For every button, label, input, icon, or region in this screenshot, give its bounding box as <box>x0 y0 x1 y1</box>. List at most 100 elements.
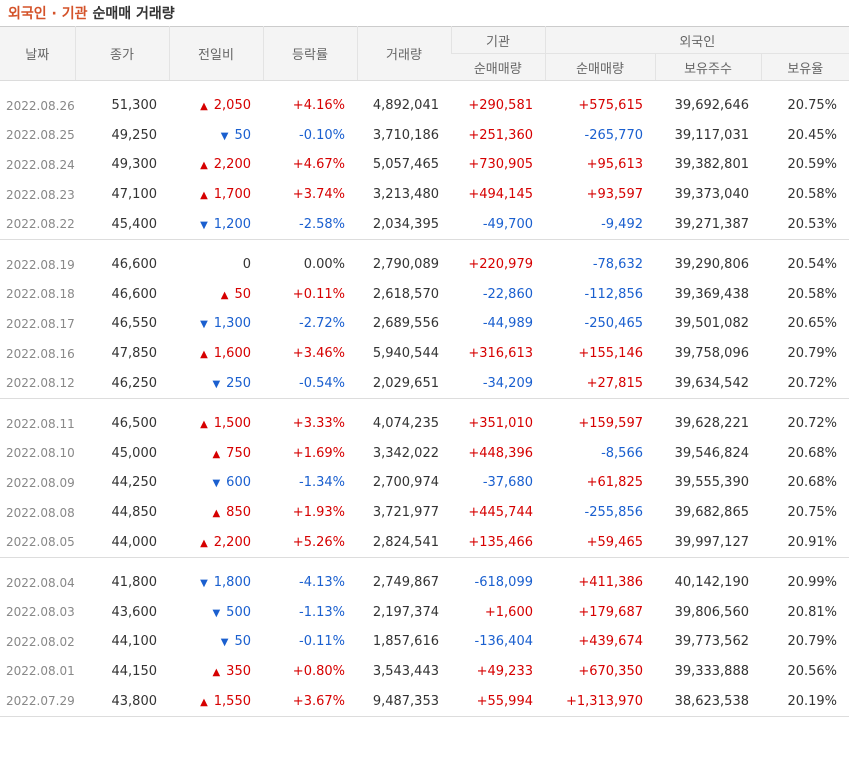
cell-date: 2022.08.03 <box>6 605 75 620</box>
cell-rate: -1.13% <box>299 604 345 620</box>
cell-foreign-net: +155,146 <box>578 346 643 362</box>
cell-date: 2022.08.24 <box>6 157 75 172</box>
cell-foreign-holding: 39,758,096 <box>674 346 749 362</box>
cell-inst-net: +55,994 <box>476 693 533 709</box>
cell-inst-net: -618,099 <box>474 575 533 591</box>
change-value: 1,500 <box>213 416 251 432</box>
table-row: 2022.08.26 51,300 ▲ 2,050 +4.16% 4,892,041 +29… <box>0 91 849 121</box>
cell-date: 2022.08.02 <box>6 634 75 649</box>
change-value: 1,550 <box>213 693 251 709</box>
cell-foreign-ratio: 20.72% <box>787 375 838 391</box>
cell-change: ▲ 1,550 <box>169 686 263 716</box>
cell-rate: 0.00% <box>303 257 345 273</box>
triangle-up-icon: ▲ <box>200 419 208 431</box>
cell-change: ▲ 1,600 <box>169 339 263 369</box>
table-row: 2022.08.24 49,300 ▲ 2,200 +4.67% 5,057,465 +73… <box>0 150 849 180</box>
title-accent: 외국인 · 기관 <box>8 6 88 22</box>
col-rate: 등락률 <box>262 26 357 81</box>
change-value: 1,600 <box>213 346 251 362</box>
table-row: 2022.08.05 44,000 ▲ 2,200 +5.26% 2,824,541 +13… <box>0 527 849 557</box>
table-row: 2022.07.29 43,800 ▲ 1,550 +3.67% 9,487,353 +55… <box>0 686 849 716</box>
triangle-down-icon: ▼ <box>212 478 221 490</box>
cell-change: ▼ 1,300 <box>169 309 263 339</box>
table-row: 2022.08.19 46,600 0 0.00% 2,790,089 +220,979 -… <box>0 250 849 280</box>
cell-foreign-net: +411,386 <box>578 575 643 591</box>
cell-foreign-ratio: 20.79% <box>787 346 838 362</box>
triangle-up-icon: ▲ <box>200 160 208 172</box>
cell-foreign-holding: 39,692,646 <box>674 98 749 114</box>
cell-foreign-ratio: 20.68% <box>787 445 838 461</box>
cell-foreign-holding: 38,623,538 <box>674 693 749 709</box>
cell-inst-net: +290,581 <box>468 98 533 114</box>
cell-close: 46,500 <box>111 416 158 432</box>
col-group-institution: 기관 <box>450 26 545 54</box>
cell-foreign-ratio: 20.54% <box>787 257 838 273</box>
table-row: 2022.08.16 47,850 ▲ 1,600 +3.46% 5,940,544 +31… <box>0 339 849 369</box>
cell-inst-net: -37,680 <box>482 475 533 491</box>
cell-inst-net: +445,744 <box>468 505 533 521</box>
cell-close: 44,850 <box>111 505 158 521</box>
cell-change: ▲ 1,500 <box>169 409 263 439</box>
cell-foreign-ratio: 20.91% <box>787 534 838 550</box>
cell-change: ▼ 600 <box>169 468 263 498</box>
cell-foreign-net: +93,597 <box>586 187 643 203</box>
cell-foreign-net: -255,856 <box>584 505 643 521</box>
cell-close: 49,300 <box>111 157 158 173</box>
cell-foreign-net: +1,313,970 <box>565 693 643 709</box>
cell-foreign-holding: 39,773,562 <box>674 634 749 650</box>
triangle-down-icon: ▼ <box>212 607 221 619</box>
triangle-up-icon: ▲ <box>200 349 208 361</box>
cell-inst-net: +49,233 <box>476 663 533 679</box>
cell-date: 2022.08.05 <box>6 535 75 550</box>
cell-inst-net: -136,404 <box>474 634 533 650</box>
cell-volume: 2,700,974 <box>372 475 439 491</box>
cell-foreign-net: +95,613 <box>586 157 643 173</box>
cell-close: 44,150 <box>111 663 158 679</box>
cell-date: 2022.08.12 <box>6 376 75 391</box>
triangle-up-icon: ▲ <box>200 101 208 113</box>
cell-rate: +4.67% <box>292 157 345 173</box>
title-rest: 순매매 거래량 <box>92 6 175 22</box>
table-row: 2022.08.25 49,250 ▼ 50 -0.10% 3,710,186 +251,3… <box>0 121 849 151</box>
triangle-down-icon: ▼ <box>200 219 208 231</box>
triangle-up-icon: ▲ <box>200 537 208 549</box>
cell-foreign-holding: 39,555,390 <box>674 475 749 491</box>
cell-foreign-holding: 39,634,542 <box>674 375 749 391</box>
triangle-down-icon: ▼ <box>220 637 229 649</box>
cell-volume: 2,824,541 <box>372 534 439 550</box>
cell-foreign-holding: 39,546,824 <box>674 445 749 461</box>
cell-date: 2022.08.25 <box>6 128 75 143</box>
cell-change: ▲ 2,200 <box>169 150 263 180</box>
table-row: 2022.08.23 47,100 ▲ 1,700 +3.74% 3,213,480 +49… <box>0 180 849 210</box>
cell-date: 2022.07.29 <box>6 694 75 709</box>
cell-close: 44,000 <box>111 534 158 550</box>
cell-volume: 4,892,041 <box>372 98 439 114</box>
change-value: 500 <box>226 604 251 620</box>
cell-rate: +3.33% <box>292 416 345 432</box>
table-row: 2022.08.02 44,100 ▼ 50 -0.11% 1,857,616 -136,4… <box>0 627 849 657</box>
triangle-down-icon: ▼ <box>200 319 208 331</box>
cell-rate: +3.74% <box>292 187 345 203</box>
cell-foreign-net: -112,856 <box>584 286 643 302</box>
cell-foreign-ratio: 20.59% <box>787 157 838 173</box>
cell-inst-net: +351,010 <box>468 416 533 432</box>
cell-change: ▼ 250 <box>169 368 263 398</box>
cell-foreign-ratio: 20.58% <box>787 187 838 203</box>
cell-inst-net: +494,145 <box>468 187 533 203</box>
cell-volume: 3,710,186 <box>372 127 439 143</box>
page-title: 외국인 · 기관 순매매 거래량 <box>0 0 849 26</box>
cell-close: 47,100 <box>111 187 158 203</box>
cell-foreign-net: -78,632 <box>592 257 643 273</box>
change-value: 1,300 <box>213 316 251 332</box>
cell-inst-net: +220,979 <box>468 257 533 273</box>
cell-change: ▼ 50 <box>169 121 263 151</box>
cell-foreign-holding: 40,142,190 <box>674 575 749 591</box>
cell-foreign-net: -250,465 <box>584 316 643 332</box>
cell-rate: -0.11% <box>299 634 345 650</box>
triangle-up-icon: ▲ <box>212 448 221 460</box>
triangle-up-icon: ▲ <box>212 508 221 520</box>
triangle-down-icon: ▼ <box>200 578 208 590</box>
col-group-foreign: 외국인 <box>544 26 849 54</box>
cell-rate: -0.54% <box>299 375 345 391</box>
cell-rate: +5.26% <box>292 534 345 550</box>
